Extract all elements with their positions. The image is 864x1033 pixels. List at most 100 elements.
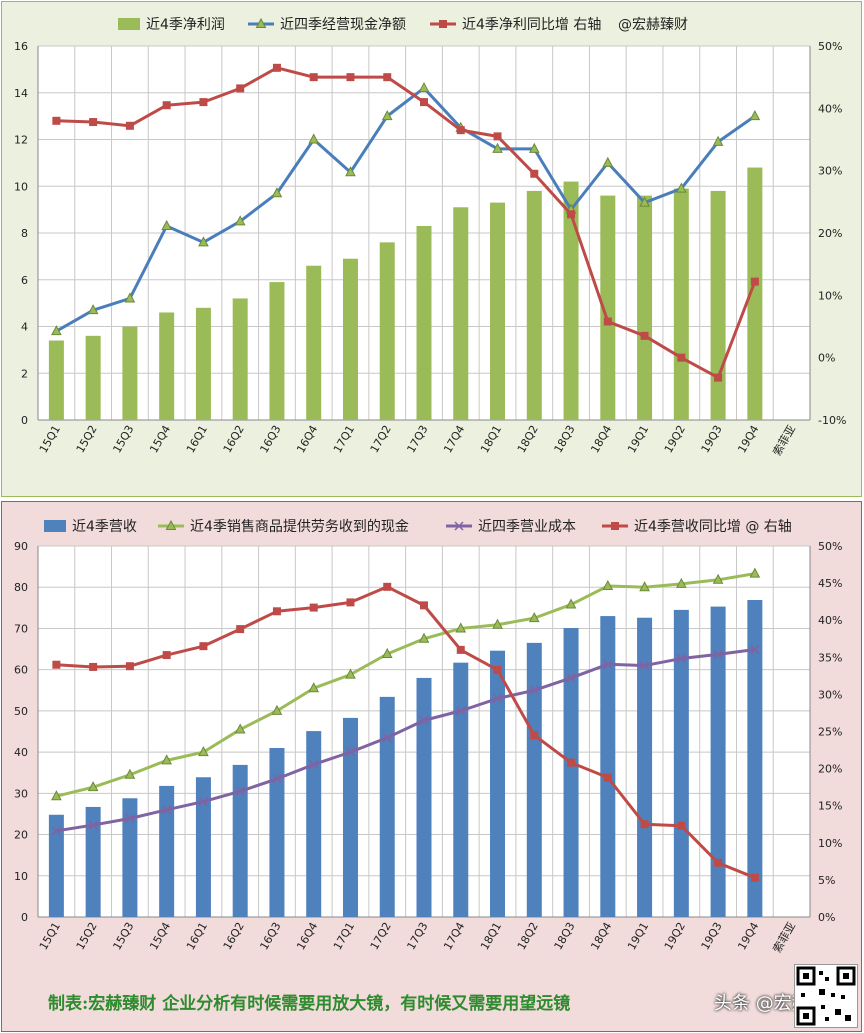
y-tick-label: 12 [14,134,28,147]
marker-square [383,582,392,591]
x-tick-label: 17Q3 [405,920,431,952]
x-tick-label: 19Q2 [662,920,688,952]
y2-tick-label: 5% [818,874,835,887]
marker-cross [51,826,61,836]
x-tick-label: 19Q3 [699,423,725,455]
marker-square [309,603,318,612]
marker-cross [235,786,245,796]
marker-square [420,601,428,610]
bar [379,242,395,420]
x-tick-label: 19Q2 [662,423,688,455]
y-tick-label: 0 [21,911,28,924]
marker-triangle [124,768,136,779]
y-tick-label: 10 [14,180,28,193]
y2-tick-label: 40% [818,614,842,627]
x-tick-label: 16Q1 [184,423,210,455]
bar [747,167,763,420]
y2-tick-label: 30% [818,688,842,701]
marker-square [640,331,649,340]
marker-square [750,277,759,286]
marker-square [272,607,281,616]
legend-label: 近四季经营现金净额 [280,17,406,33]
profit-chart-svg: 0 2 4 6 8 10 12 14 16 -10% 0% 10% 20% 30% 40% 50% 15Q1 15… [14,17,846,458]
bar [710,606,726,917]
x-tick-label: 17Q4 [441,423,467,455]
marker-square [603,317,612,326]
marker-triangle [345,668,356,679]
x-tick-label: 18Q2 [515,920,541,952]
bar [159,312,175,420]
marker-square [714,858,723,867]
marker-square [677,353,686,362]
legend-marker [611,522,619,530]
x-tick-label: 18Q4 [588,920,614,952]
x-tick-label: 15Q3 [110,423,136,455]
marker-cross [382,733,392,743]
x-tick-label: 19Q3 [699,920,725,952]
marker-triangle [308,133,320,144]
y-tick-label: 2 [21,367,28,380]
marker-square [530,169,539,178]
bar [48,814,64,917]
marker-square [640,820,649,829]
bar [526,642,542,917]
x-tick-label: 16Q1 [184,920,210,952]
y2-tick-label: 30% [818,165,842,178]
marker-square [456,126,465,135]
y2-tick-label: 0% [818,352,835,365]
marker-square [199,642,208,651]
marker-square [309,73,318,82]
bar [195,777,211,917]
bar [342,717,358,917]
marker-cross [272,774,282,784]
marker-cross [309,759,319,770]
marker-square [456,645,465,654]
marker-triangle [602,156,614,167]
bar [747,600,763,917]
marker-triangle [712,573,724,584]
marker-square [162,651,171,660]
y2-tick-label: 45% [818,577,842,590]
bar [379,696,395,917]
marker-triangle [418,632,430,643]
marker-cross [345,747,356,757]
bar [710,190,726,420]
x-tick-label: 15Q4 [147,423,173,455]
qr-code [794,964,858,1028]
x-tick-label: 17Q3 [405,423,431,455]
bar [673,609,689,917]
bar [526,190,542,420]
marker-square [383,73,392,82]
x-tick-label: 18Q3 [552,920,578,952]
x-tick-label: 16Q4 [294,423,320,455]
marker-cross [750,644,760,654]
bar [48,340,64,420]
y2-tick-label: 25% [818,726,842,739]
marker-square [125,121,134,130]
marker-triangle [528,612,540,623]
x-tick-label: 17Q4 [441,920,467,952]
chart-panel-revenue: 0 10 20 30 40 50 60 70 80 90 0% 5% 10% 15% 20% 25% 30% 35… [1,501,862,1032]
marker-square [714,373,723,382]
bar [306,731,322,917]
marker-triangle [124,292,136,303]
marker-cross [640,661,650,671]
marker-square [125,662,134,671]
x-tick-label: 16Q3 [257,920,283,952]
x-tick-label: 19Q4 [735,423,761,455]
marker-cross [713,649,723,659]
x-tick-label: 15Q2 [74,423,100,455]
bar [453,662,469,917]
legend-label: 近4季净利同比增 右轴 [462,17,601,33]
bar [490,202,506,420]
x-tick-label: 17Q2 [368,423,394,455]
marker-triangle [161,219,172,230]
y-tick-label: 20 [14,829,28,842]
x-tick-label: 18Q3 [552,423,578,455]
x-tick-label: 18Q4 [588,423,614,455]
marker-triangle [381,647,393,659]
marker-triangle [87,304,99,315]
x-tick-label: 17Q2 [368,920,394,952]
marker-square [567,210,576,219]
x-tick-label: 16Q2 [221,423,247,455]
